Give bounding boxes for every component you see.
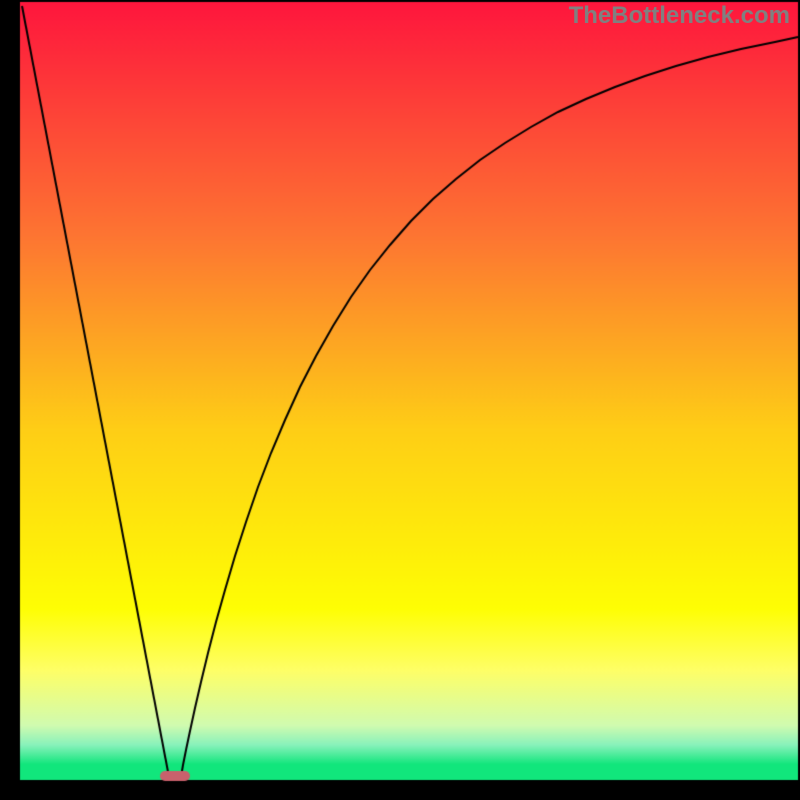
bottleneck-chart-canvas	[0, 0, 800, 800]
watermark-text: TheBottleneck.com	[569, 2, 790, 30]
chart-container: TheBottleneck.com	[0, 0, 800, 800]
